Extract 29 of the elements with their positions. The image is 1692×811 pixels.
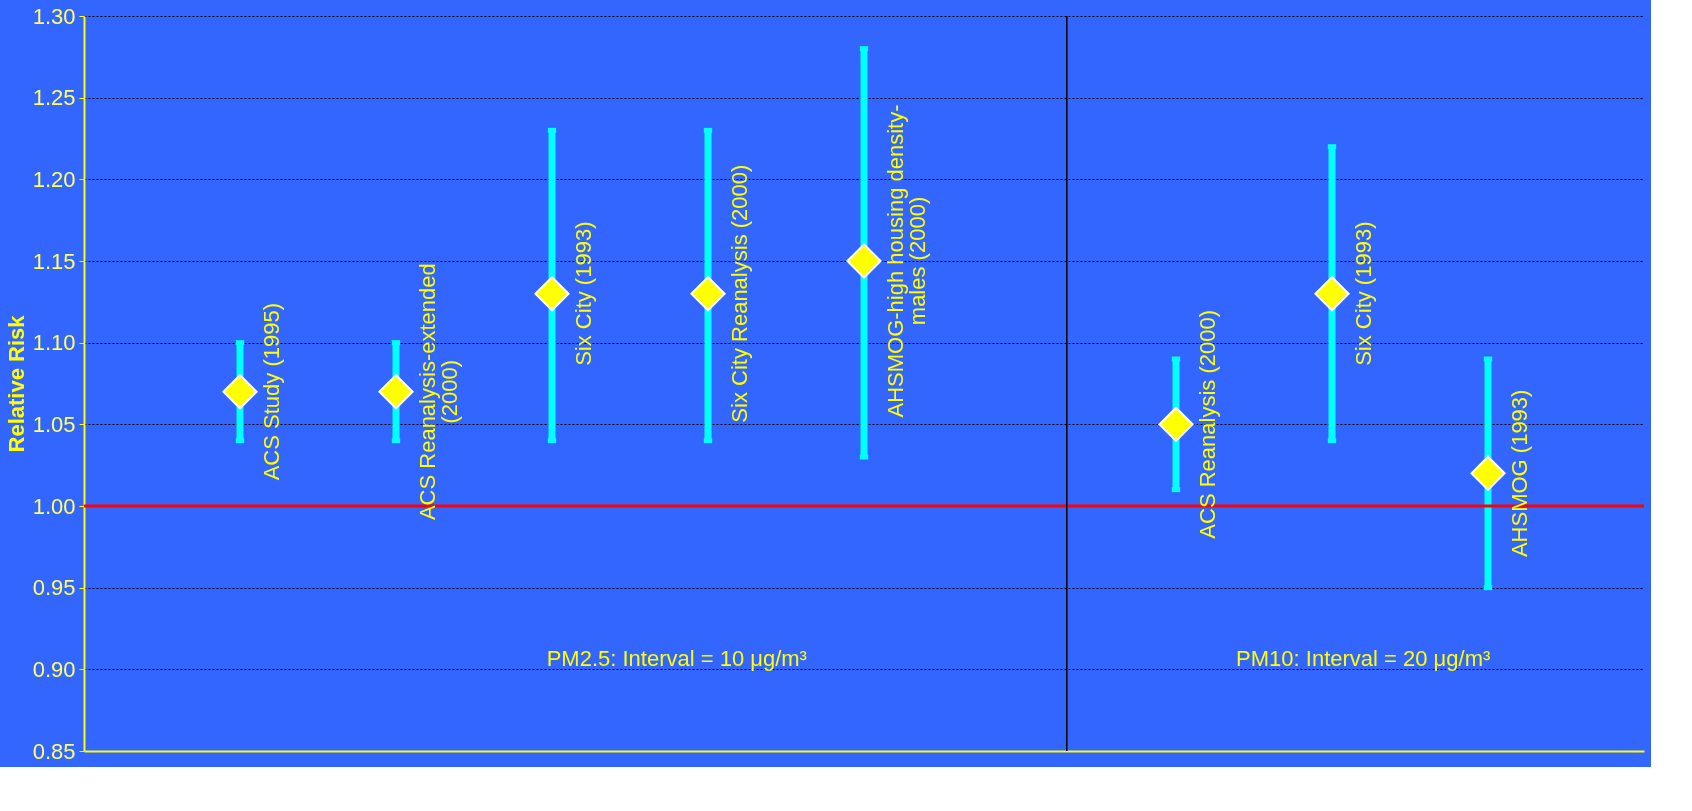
annotation: Six City (1993) [1351,221,1376,366]
annotation: AHSMOG (1993) [1507,389,1532,558]
point [846,243,882,279]
y-tick-label: 0.90 [32,656,76,682]
annotation: PM10: Interval = 20 μg/m³ [1236,646,1491,672]
point [690,276,726,312]
y-tick-label: 1.20 [32,166,76,192]
point [378,374,414,410]
y-tick-label: 0.95 [32,575,76,601]
point [1158,406,1194,442]
annotation: ACS Reanalysis-extended (2000) [415,263,462,521]
annotation: ACS Study (1995) [259,303,284,481]
y-tick-label: 1.05 [32,411,76,437]
annotation: PM2.5: Interval = 10 μg/m³ [546,646,807,672]
annotation: AHSMOG-high housing density- males (2000) [883,104,930,418]
y-tick-label: 1.10 [32,330,76,356]
point [1470,455,1506,491]
y-tick-label: 1.25 [32,85,76,111]
annotation: Six City Reanalysis (2000) [727,164,752,423]
annotation: Six City (1993) [571,221,596,366]
y-tick-label: 1.30 [32,3,76,29]
y-axis-title: Relative Risk [3,314,29,453]
annotation: ACS Reanalysis (2000) [1195,310,1220,539]
point [222,374,258,410]
y-tick-label: 1.00 [32,493,76,519]
point [534,276,570,312]
y-tick-label: 1.15 [32,248,76,274]
y-tick-label: 0.85 [32,738,76,764]
point [1314,276,1350,312]
